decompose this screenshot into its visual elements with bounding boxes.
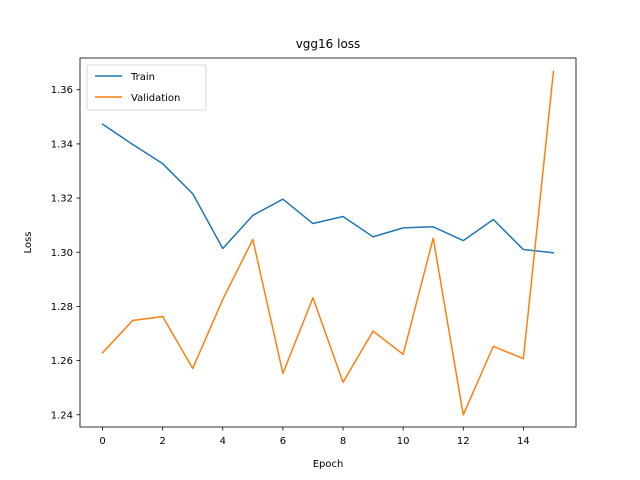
series-line-train [101, 123, 555, 254]
legend-train-label: Train [130, 72, 155, 83]
x-tick-label: 0 [99, 436, 105, 447]
series-layer [101, 70, 555, 416]
plot-area [79, 57, 577, 428]
chart-title: vgg16 loss [296, 37, 361, 51]
x-tick-label: 12 [457, 436, 470, 447]
x-axis-label: Epoch [313, 459, 344, 470]
series-line-validation [101, 70, 555, 416]
x-tick-label: 8 [340, 436, 346, 447]
y-axis-label: Loss [23, 232, 34, 254]
legend-validation-label: Validation [131, 93, 180, 104]
x-tick-label: 10 [397, 436, 410, 447]
x-tick-label: 6 [280, 436, 286, 447]
y-tick-label: 1.36 [51, 85, 73, 96]
y-tick-label: 1.32 [51, 194, 73, 205]
x-tick-label: 4 [220, 436, 226, 447]
legend: Train Validation [86, 64, 207, 111]
plot-frame [79, 57, 577, 428]
y-tick-label: 1.24 [51, 410, 73, 421]
y-tick-label: 1.26 [51, 356, 73, 367]
x-tick-label: 14 [517, 436, 530, 447]
x-axis: 0 2 4 6 8 10 12 14 [99, 427, 530, 447]
y-tick-label: 1.28 [51, 302, 73, 313]
y-tick-label: 1.30 [51, 248, 73, 259]
x-tick-label: 2 [159, 436, 165, 447]
y-tick-label: 1.34 [51, 139, 73, 150]
y-axis: 1.24 1.26 1.28 1.30 1.32 1.34 1.36 [51, 85, 80, 421]
